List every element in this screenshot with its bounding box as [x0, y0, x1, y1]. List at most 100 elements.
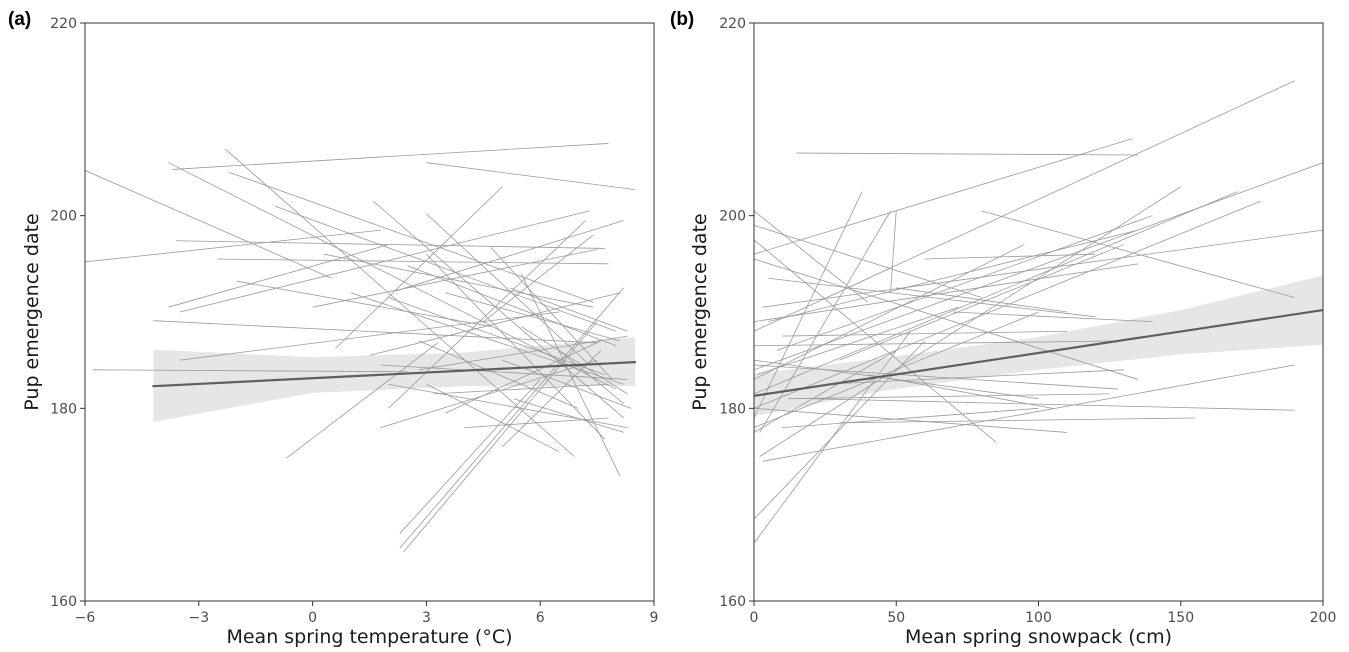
individual-line — [521, 326, 628, 395]
individual-line — [490, 247, 613, 380]
individual-line — [754, 340, 925, 520]
x-tick-label: −3 — [188, 610, 209, 626]
individual-line — [754, 350, 897, 433]
y-tick-label: 160 — [719, 594, 746, 610]
individual-line — [403, 321, 598, 553]
plot-background — [85, 23, 654, 601]
individual-line — [839, 417, 1195, 424]
individual-line — [426, 253, 605, 440]
individual-line — [85, 229, 381, 263]
individual-line — [513, 398, 624, 433]
x-tick-label: 0 — [308, 610, 317, 626]
individual-line — [754, 244, 1025, 380]
individual-line — [558, 350, 624, 404]
individual-line — [788, 393, 1110, 400]
individual-line — [285, 342, 439, 459]
individual-line — [839, 244, 1125, 361]
individual-line — [92, 369, 408, 373]
individual-line — [418, 335, 628, 371]
individual-line — [483, 234, 594, 322]
individual-line — [380, 364, 628, 380]
confidence-ribbon — [153, 337, 636, 422]
x-axis-label: Mean spring snowpack (cm) — [905, 626, 1172, 648]
x-tick-label: 200 — [1310, 610, 1337, 626]
individual-line — [776, 215, 1153, 351]
x-tick-label: 100 — [1025, 610, 1052, 626]
y-tick-label: 220 — [50, 16, 77, 32]
x-axis-label: Mean spring temperature (°C) — [226, 626, 512, 648]
individual-line — [335, 186, 503, 349]
y-axis-label: Pup emergence date — [21, 213, 43, 410]
individual-line — [179, 311, 560, 361]
individual-line — [953, 311, 1153, 323]
individual-line — [395, 220, 624, 292]
individual-line — [754, 210, 869, 303]
y-tick-label: 180 — [50, 401, 77, 417]
individual-line — [754, 407, 1067, 433]
individual-line — [762, 229, 1323, 308]
individual-line — [350, 292, 624, 385]
individual-line — [153, 320, 598, 344]
individual-line — [229, 171, 594, 303]
y-tick-label: 200 — [50, 209, 77, 225]
individual-line — [418, 340, 579, 409]
individual-line — [388, 220, 586, 409]
individual-line — [754, 258, 1139, 380]
individual-line — [323, 253, 594, 308]
x-tick-label: 0 — [750, 610, 759, 626]
individual-line — [825, 369, 1124, 385]
panel-a: −6 −3 0 3 6 9 160 180 200 220 Mean spring temperat… — [8, 9, 658, 648]
individual-line — [399, 379, 541, 534]
individual-line — [867, 374, 1053, 409]
individual-line — [168, 162, 617, 390]
individual-line — [754, 239, 997, 443]
plot-content — [754, 80, 1323, 544]
y-tick-label: 180 — [719, 401, 746, 417]
individual-line — [426, 213, 590, 366]
individual-line — [768, 277, 1096, 318]
individual-line — [754, 191, 1238, 395]
individual-line — [445, 292, 620, 342]
x-tick-label: 3 — [422, 610, 431, 626]
individual-line — [754, 200, 1261, 409]
individual-line — [217, 258, 609, 265]
individual-line — [759, 186, 1181, 457]
individual-line — [464, 417, 609, 428]
individual-line — [762, 364, 1295, 462]
individual-line — [274, 205, 617, 332]
individual-line — [924, 253, 1096, 260]
individual-line — [172, 143, 609, 170]
individual-line — [768, 229, 1139, 323]
individual-line — [433, 383, 609, 395]
individual-line — [388, 297, 605, 375]
individual-line — [176, 240, 605, 249]
individual-line — [445, 340, 602, 414]
y-tick-label: 160 — [50, 594, 77, 610]
individual-line — [782, 407, 1039, 428]
individual-line — [426, 383, 560, 453]
x-tick-label: −6 — [75, 610, 96, 626]
plot-content — [85, 143, 637, 553]
individual-line — [890, 210, 897, 293]
individual-line — [754, 191, 863, 419]
individual-line — [756, 306, 959, 375]
individual-line — [520, 273, 621, 476]
fit-line — [754, 308, 1323, 397]
individual-line — [380, 359, 598, 428]
y-axis-label: Pup emergence date — [689, 213, 711, 410]
individual-line — [754, 340, 1124, 347]
y-tick-label: 200 — [719, 209, 746, 225]
individual-line — [754, 364, 1119, 390]
individual-line — [759, 210, 891, 433]
individual-line — [782, 330, 1067, 337]
individual-line — [426, 162, 636, 191]
x-tick-label: 9 — [650, 610, 659, 626]
individual-line — [754, 311, 1039, 428]
plot-frame — [84, 22, 655, 602]
individual-line — [896, 287, 1068, 313]
individual-line — [509, 287, 628, 332]
y-tick-label: 220 — [719, 16, 746, 32]
individual-line — [754, 138, 1133, 255]
panel-label: (a) — [8, 9, 31, 30]
individual-line — [312, 248, 598, 308]
